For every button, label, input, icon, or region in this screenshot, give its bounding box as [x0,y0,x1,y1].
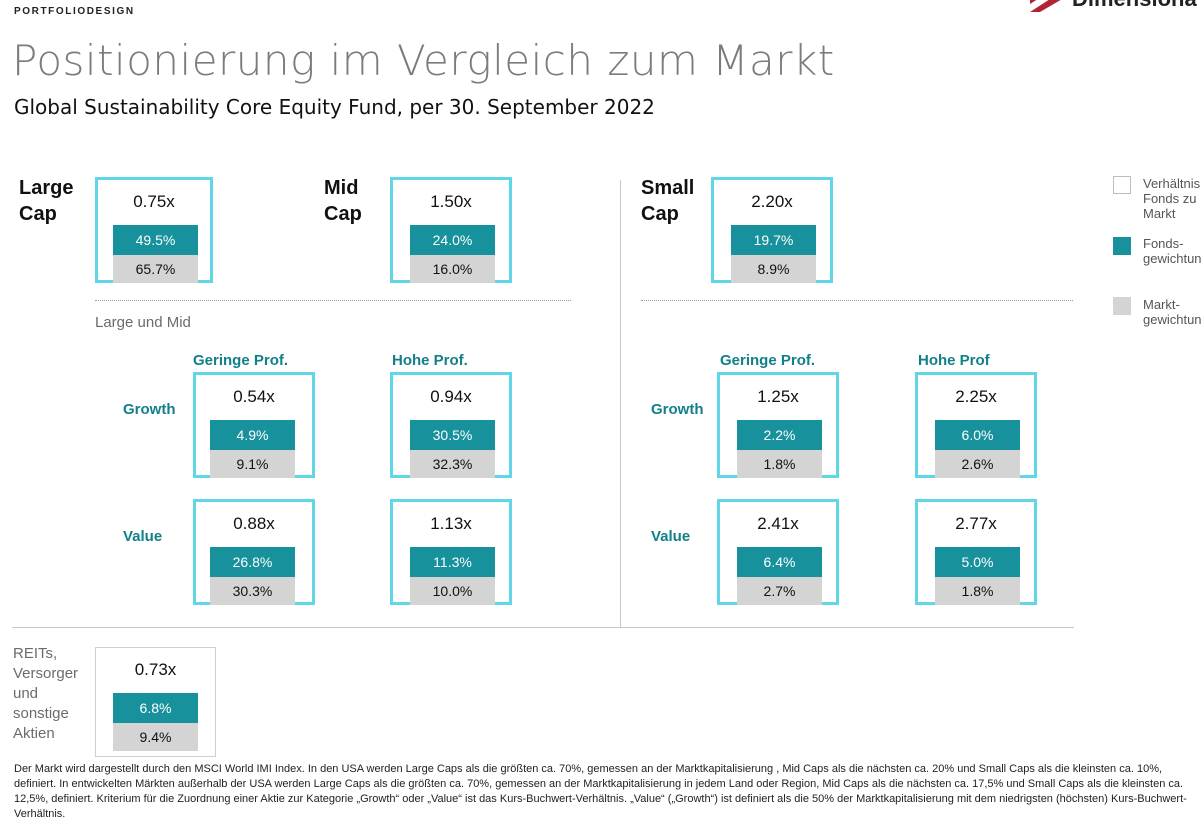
logo-mark-icon [1030,0,1061,12]
large-cap-label: Large Cap [19,177,74,225]
fund-weight: 24.0% [410,225,495,255]
reits-label: REITs, Versorger und sonstige Aktien [13,645,79,742]
ratio-value: 1.13x [430,514,472,533]
eyebrow-label: PORTFOLIODESIGN [14,6,135,17]
small-growth-low-box: 1.25x 2.2% 1.8% [717,372,839,478]
fund-weight: 11.3% [410,547,495,577]
row-label-value: Value [123,528,163,545]
ratio-value: 0.54x [233,387,275,406]
brand-logo: Dimensiona [1026,0,1201,20]
market-weight: 32.3% [410,450,495,478]
ratio-value: 1.50x [430,192,472,211]
large-mid-growth-low-box: 0.54x 4.9% 9.1% [193,372,315,478]
fund-weight: 2.2% [737,420,822,450]
small-value-high-box: 2.77x 5.0% 1.8% [915,499,1037,605]
ratio-value: 2.20x [751,192,793,211]
legend-market-label: Markt- gewichtung [1143,297,1201,327]
legend-fund-label: Fonds- gewichtung [1143,236,1201,266]
col-header-high-prof: Hohe Prof. [392,352,468,369]
market-weight: 30.3% [210,577,295,605]
ratio-value: 0.94x [430,387,472,406]
legend-ratio-label: Verhältnis Fonds zu Markt [1143,176,1201,221]
page-subtitle: Global Sustainability Core Equity Fund, … [14,95,655,119]
legend-ratio-swatch [1113,176,1131,194]
market-weight: 65.7% [113,255,198,283]
market-weight: 9.4% [113,723,198,751]
fund-weight: 30.5% [410,420,495,450]
ratio-value: 2.77x [955,514,997,533]
ratio-value: 2.41x [757,514,799,533]
market-weight: 2.7% [737,577,822,605]
mid-cap-box: 1.50x 24.0% 16.0% [390,177,512,283]
fund-weight: 5.0% [935,547,1020,577]
fund-weight: 4.9% [210,420,295,450]
page-title: Positionierung im Vergleich zum Markt [12,36,835,85]
market-weight: 10.0% [410,577,495,605]
horizontal-divider [12,627,1074,628]
market-weight: 2.6% [935,450,1020,478]
small-value-low-box: 2.41x 6.4% 2.7% [717,499,839,605]
small-row-label-growth: Growth [651,401,704,418]
large-mid-value-low-box: 0.88x 26.8% 30.3% [193,499,315,605]
mid-cap-label: Mid Cap [324,177,362,225]
row-label-growth: Growth [123,401,176,418]
large-cap-box: 0.75x 49.5% 65.7% [95,177,213,283]
vertical-divider [620,180,621,627]
legend-market-swatch [1113,297,1131,315]
ratio-value: 0.73x [134,660,177,679]
ratio-value: 2.25x [955,387,997,406]
fund-weight: 26.8% [210,547,295,577]
fund-weight: 6.4% [737,547,822,577]
fund-weight: 6.0% [935,420,1020,450]
small-cap-box: 2.20x 19.7% 8.9% [711,177,833,283]
small-col-header-high-prof: Hohe Prof [918,352,990,369]
market-weight: 8.9% [731,255,816,283]
footnote: Der Markt wird dargestellt durch den MSC… [14,763,1187,820]
ratio-value: 1.25x [757,387,799,406]
dotted-divider-left [95,300,571,301]
fund-weight: 49.5% [113,225,198,255]
section-label-large-mid: Large und Mid [95,314,191,331]
small-row-label-value: Value [651,528,691,545]
large-mid-value-high-box: 1.13x 11.3% 10.0% [390,499,512,605]
logo-text: Dimensiona [1072,0,1197,12]
ratio-value: 0.88x [233,514,275,533]
reits-box: 0.73x 6.8% 9.4% [95,647,216,757]
market-weight: 1.8% [737,450,822,478]
fund-weight: 6.8% [113,693,198,723]
small-growth-high-box: 2.25x 6.0% 2.6% [915,372,1037,478]
market-weight: 16.0% [410,255,495,283]
large-mid-growth-high-box: 0.94x 30.5% 32.3% [390,372,512,478]
col-header-low-prof: Geringe Prof. [193,352,289,369]
market-weight: 1.8% [935,577,1020,605]
dotted-divider-right [641,300,1073,301]
fund-weight: 19.7% [731,225,816,255]
small-col-header-low-prof: Geringe Prof. [720,352,816,369]
legend-fund-swatch [1113,237,1131,255]
market-weight: 9.1% [210,450,295,478]
small-cap-label: Small Cap [641,177,695,225]
ratio-value: 0.75x [133,192,175,211]
